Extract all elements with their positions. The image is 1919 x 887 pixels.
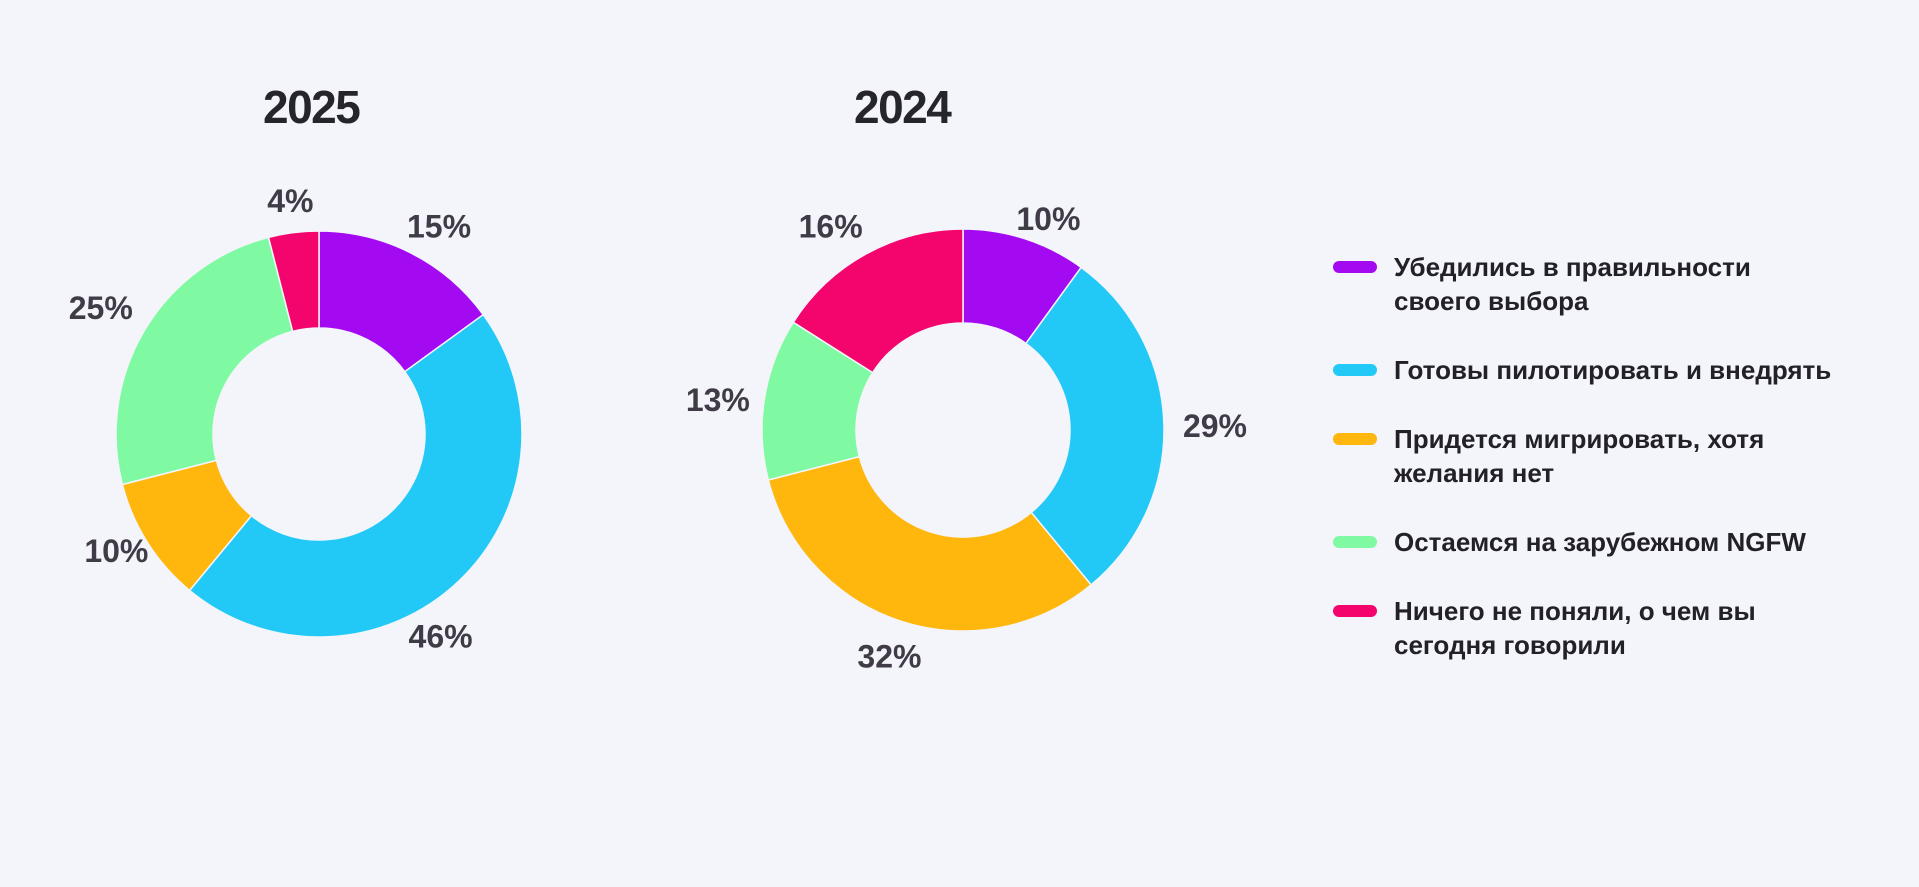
donut-slice: [115, 236, 294, 486]
legend-swatch: [1333, 433, 1377, 445]
legend-item-label: Придется мигрировать, хотя желания нет: [1394, 424, 1765, 488]
legend-swatch: [1333, 364, 1377, 376]
legend-swatch: [1333, 261, 1377, 273]
slice-percent-label: 25%: [69, 290, 133, 326]
slice-percent-label: 4%: [267, 183, 313, 219]
donut-slice: [792, 228, 964, 374]
legend-item-label: Убедились в правильности своего выбора: [1394, 252, 1751, 316]
donut-slice: [318, 230, 485, 373]
legend: Убедились в правильности своего выбора Г…: [1333, 250, 1893, 697]
legend-item: Убедились в правильности своего выбора: [1333, 250, 1893, 318]
donut-chart-2025: 15% 46% 10% 25% 4%: [69, 183, 523, 654]
donut-slice: [267, 230, 320, 333]
legend-item: Остаемся на зарубежном NGFW: [1333, 525, 1893, 559]
legend-item-label: Готовы пилотировать и внедрять: [1394, 355, 1832, 385]
slice-percent-label: 13%: [686, 382, 750, 418]
slice-percent-label: 16%: [799, 208, 863, 244]
slice-percent-label: 10%: [84, 533, 148, 569]
chart-title-2024: 2024: [854, 81, 952, 133]
legend-item: Придется мигрировать, хотя желания нет: [1333, 422, 1893, 490]
legend-item: Готовы пилотировать и внедрять: [1333, 353, 1893, 387]
donut-slice: [767, 455, 1093, 632]
slice-percent-label: 46%: [409, 618, 473, 654]
slice-percent-label: 32%: [857, 639, 921, 675]
legend-item: Ничего не поняли, о чем вы сегодня говор…: [1333, 594, 1893, 662]
slice-percent-label: 15%: [407, 208, 471, 244]
donut-chart-2024: 10% 29% 32% 13% 16%: [686, 201, 1247, 675]
legend-item-label: Ничего не поняли, о чем вы сегодня говор…: [1394, 596, 1756, 660]
legend-swatch: [1333, 605, 1377, 617]
chart-title-2025: 2025: [263, 81, 361, 133]
donut-slice: [1024, 266, 1165, 586]
donut-slice: [188, 313, 523, 638]
slice-percent-label: 29%: [1183, 408, 1247, 444]
legend-swatch: [1333, 536, 1377, 548]
slice-percent-label: 10%: [1016, 201, 1080, 237]
legend-item-label: Остаемся на зарубежном NGFW: [1394, 527, 1806, 557]
